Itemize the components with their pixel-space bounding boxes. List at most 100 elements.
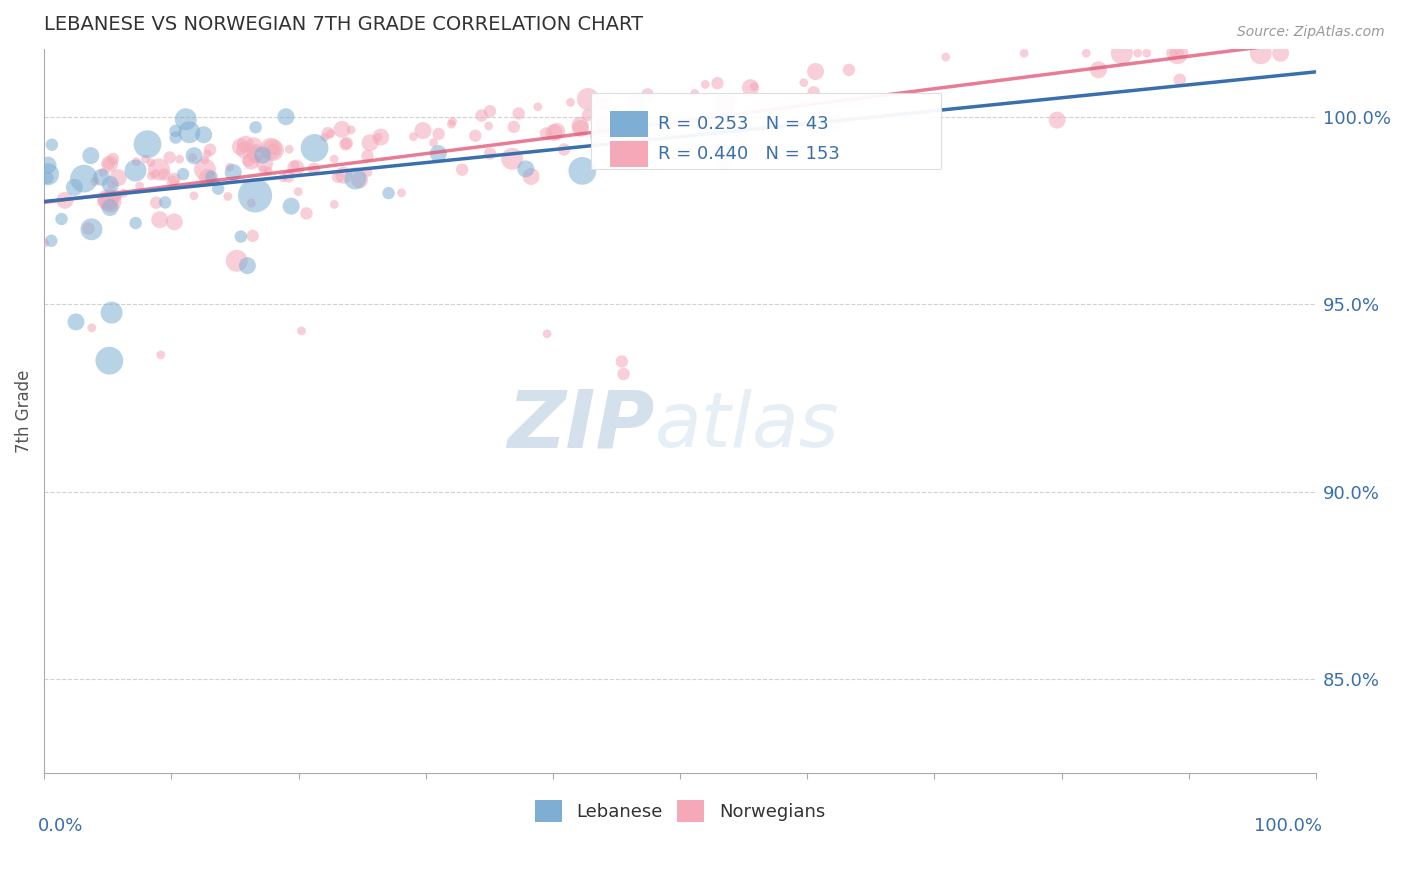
- Point: [560, 95, 582, 110]
- Point: [53, 194, 76, 208]
- Point: [179, 125, 201, 139]
- Point: [253, 156, 276, 170]
- Point: [287, 185, 309, 199]
- Point: [359, 136, 381, 150]
- Point: [80, 321, 103, 335]
- Point: [935, 50, 957, 64]
- Point: [1168, 46, 1191, 61]
- Point: [222, 165, 245, 179]
- Point: [100, 305, 122, 319]
- Point: [245, 141, 267, 155]
- Point: [165, 124, 187, 138]
- Point: [478, 104, 501, 119]
- Point: [692, 116, 714, 130]
- Point: [326, 169, 349, 184]
- Point: [51, 212, 73, 227]
- Point: [478, 146, 501, 161]
- Point: [139, 155, 162, 169]
- Point: [217, 189, 239, 203]
- Point: [569, 121, 592, 136]
- Point: [441, 114, 464, 128]
- Point: [97, 193, 120, 207]
- Point: [314, 130, 336, 145]
- Point: [588, 128, 610, 143]
- Point: [97, 157, 120, 171]
- Point: [508, 106, 530, 120]
- Point: [427, 127, 450, 141]
- Point: [427, 146, 450, 161]
- Point: [740, 80, 762, 95]
- Point: [803, 85, 825, 99]
- Point: [145, 195, 167, 210]
- Point: [284, 161, 307, 175]
- Point: [134, 152, 156, 166]
- Point: [163, 172, 186, 186]
- Text: ZIP: ZIP: [508, 387, 655, 465]
- Point: [80, 222, 103, 236]
- Point: [422, 136, 444, 150]
- Point: [1111, 46, 1133, 61]
- Point: [1163, 46, 1185, 61]
- Point: [713, 154, 735, 169]
- Point: [65, 315, 87, 329]
- Point: [1136, 46, 1159, 61]
- Point: [336, 136, 359, 150]
- Point: [1012, 46, 1035, 61]
- Point: [683, 87, 706, 101]
- Point: [233, 143, 256, 157]
- Point: [162, 175, 184, 189]
- Text: R = 0.440   N = 153: R = 0.440 N = 153: [658, 145, 841, 163]
- Point: [240, 196, 263, 211]
- Point: [39, 234, 62, 248]
- Point: [402, 129, 425, 144]
- Point: [713, 98, 735, 112]
- Point: [100, 178, 122, 192]
- Point: [98, 353, 121, 368]
- Bar: [610, 141, 648, 168]
- Point: [571, 164, 593, 178]
- Point: [245, 120, 267, 135]
- Point: [165, 130, 187, 145]
- Point: [340, 123, 363, 137]
- Point: [626, 95, 648, 110]
- Point: [194, 162, 217, 177]
- Point: [90, 170, 112, 185]
- Point: [77, 221, 100, 235]
- Point: [742, 79, 765, 94]
- Point: [125, 154, 148, 169]
- Point: [1270, 46, 1292, 61]
- Point: [235, 137, 257, 152]
- Point: [478, 119, 501, 133]
- Point: [229, 229, 252, 244]
- Point: [367, 130, 389, 145]
- Point: [84, 174, 107, 188]
- Point: [240, 154, 263, 169]
- Point: [183, 188, 205, 202]
- Point: [149, 212, 172, 227]
- Point: [520, 169, 543, 184]
- Point: [637, 87, 659, 102]
- Point: [576, 108, 599, 122]
- Point: [141, 169, 163, 183]
- Point: [610, 354, 633, 368]
- Point: [218, 160, 240, 174]
- Point: [576, 92, 599, 106]
- Point: [94, 193, 117, 207]
- Point: [181, 151, 204, 165]
- Point: [252, 162, 274, 177]
- Point: [710, 144, 733, 158]
- Point: [107, 170, 129, 185]
- Point: [101, 152, 124, 166]
- Point: [153, 168, 176, 182]
- Point: [501, 152, 523, 166]
- Point: [128, 178, 150, 193]
- Y-axis label: 7th Grade: 7th Grade: [15, 369, 32, 453]
- Legend: Lebanese, Norwegians: Lebanese, Norwegians: [527, 793, 832, 830]
- Point: [153, 195, 176, 210]
- Point: [1126, 46, 1149, 61]
- Point: [377, 186, 399, 200]
- Point: [159, 151, 181, 165]
- Point: [257, 164, 280, 178]
- Point: [357, 165, 380, 179]
- Point: [274, 110, 297, 124]
